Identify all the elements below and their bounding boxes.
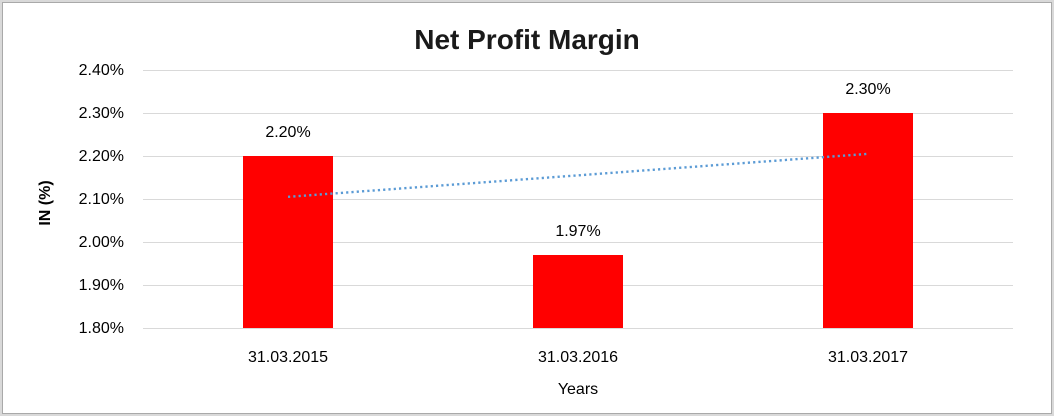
y-tick-label: 2.10% [78,190,124,208]
bar-data-label: 1.97% [555,222,601,240]
x-tick-label: 31.03.2017 [827,349,909,366]
y-tick-label: 1.90% [78,276,124,294]
y-tick-label: 2.20% [78,147,124,165]
y-tick-label: 2.30% [78,104,124,122]
gridline [143,327,1013,329]
bar [823,113,913,328]
chart-title: Net Profit Margin [414,24,640,55]
gridline [143,241,1013,243]
gridline [143,198,1013,200]
x-axis-title: Years [557,381,599,398]
x-tick-label: 31.03.2015 [247,349,329,366]
bar [243,156,333,328]
x-tick-label: 31.03.2016 [537,349,619,366]
bar [533,254,623,328]
gridline [143,69,1013,71]
bar-data-label: 2.20% [265,124,311,141]
y-tick-label: 1.80% [78,319,124,337]
y-tick-label: 2.40% [78,61,124,79]
y-tick-label: 2.00% [78,233,124,251]
bar-data-label: 2.30% [845,81,891,98]
trendline-dotted [287,152,869,199]
gridline [143,112,1013,114]
